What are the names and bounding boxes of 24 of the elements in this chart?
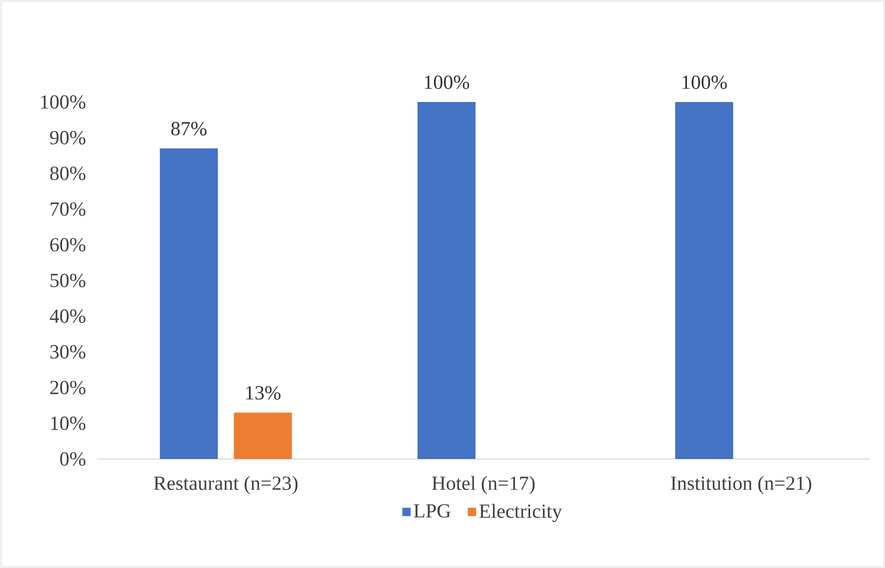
data-label: 87% [171,122,206,136]
y-tick-label: 60% [50,238,86,252]
x-tick-label: Restaurant (n=23) [154,476,298,494]
y-tick-label: 40% [50,309,86,323]
legend-label: Electricity [479,504,562,522]
y-tick-label: 20% [50,380,86,394]
bar [418,102,476,459]
y-tick-label: 30% [50,345,86,359]
y-tick-label: 0% [60,452,86,466]
data-label: 13% [246,386,280,400]
x-tick-label: Hotel (n=17) [432,476,535,494]
data-label: 100% [424,76,470,90]
bar [234,412,292,459]
y-tick-label: 70% [50,202,86,216]
y-tick-label: 100% [41,95,86,109]
y-tick-label: 80% [50,166,86,180]
legend-label: LPG [414,504,450,518]
y-tick-label: 10% [51,416,86,430]
data-label: 100% [682,76,727,90]
bar [675,102,734,459]
bar [160,148,218,459]
y-tick-label: 50% [50,274,86,288]
y-tick-label: 90% [50,130,86,144]
x-tick-label: Institution (n=21) [671,476,812,494]
